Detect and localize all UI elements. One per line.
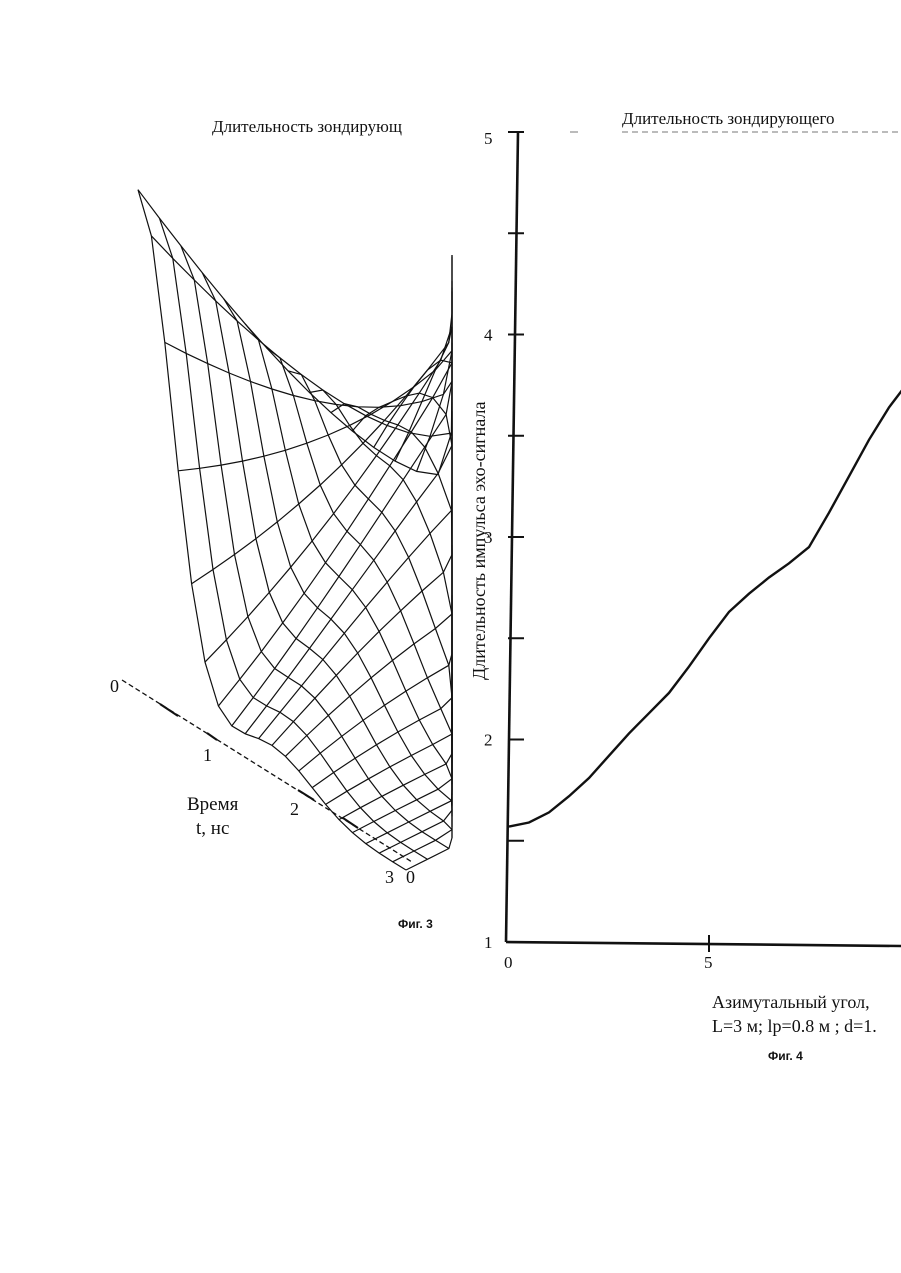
surface-grid-line [192, 281, 452, 584]
t-tick-1: 1 [203, 745, 212, 765]
surface-mesh [138, 190, 452, 870]
time-axis-tick-3 [343, 818, 358, 828]
surface-grid-line [224, 299, 452, 827]
figure-3: Длительность зондирующ 0 1 2 3 0 Время t… [110, 117, 452, 931]
time-axis-tick-0 [160, 704, 178, 716]
fig3-title: Длительность зондирующ [212, 117, 402, 136]
y-tick-label: 1 [484, 933, 493, 952]
y-tick-label: 5 [484, 129, 493, 148]
surface-grid-line [326, 657, 452, 805]
surface-grid-line [395, 326, 452, 741]
surface-grid-line [366, 695, 452, 843]
surface-grid-line [312, 632, 452, 788]
t-tick-0: 0 [110, 676, 119, 696]
time-axis-label-line1: Время [187, 794, 239, 815]
fig3-caption: Фиг. 3 [398, 917, 433, 931]
time-axis-tick-1 [207, 733, 217, 740]
surface-grid-line [299, 595, 452, 771]
t-tick-2: 2 [290, 799, 299, 819]
y-tick-label: 2 [484, 731, 493, 750]
x-tick-label: 5 [704, 953, 713, 972]
surface-grid-line [218, 257, 452, 706]
surface-grid-line [438, 255, 452, 720]
x-axis-label-line2: L=3 м; lр=0.8 м ; d=1. [712, 1016, 877, 1036]
surface-grid-line [267, 348, 452, 806]
surface-grid-line [285, 545, 452, 756]
y-tick-label: 4 [484, 326, 493, 345]
surface-grid-line [245, 324, 452, 817]
surface-grid-line [393, 712, 452, 862]
time-axis-tick-2 [298, 790, 314, 800]
x-axis-label-line1: Азимутальный угол, [712, 992, 870, 1012]
surface-grid-line [352, 686, 452, 833]
y-axis-label: Длительность импульса эхо-сигнала [469, 402, 489, 680]
surface-grid-line [202, 273, 452, 838]
fig4-caption: Фиг. 4 [768, 1049, 803, 1063]
surface-grid-line [165, 342, 452, 407]
t-tick-3: 3 [385, 867, 394, 887]
x-tick-label: 0 [504, 953, 513, 972]
surface-grid-line [288, 371, 452, 795]
surface-grid-line [138, 190, 406, 870]
time-axis-label-line2: t, нс [196, 818, 229, 839]
fig4-panel [454, 108, 901, 1058]
other-axis-tick-0: 0 [406, 867, 415, 887]
fig4-title: Длительность зондирующего [622, 109, 835, 128]
